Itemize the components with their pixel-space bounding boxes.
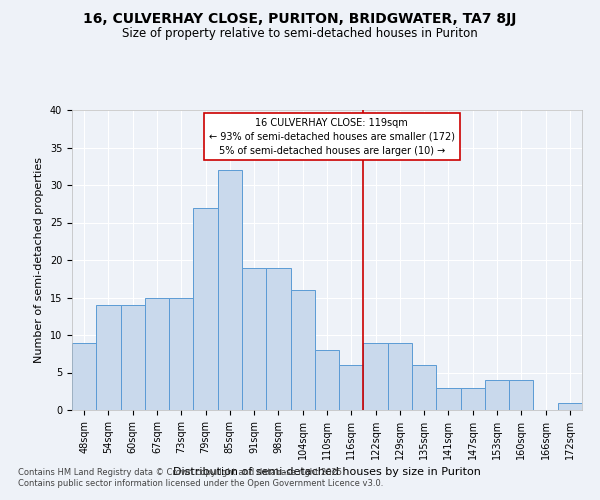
Bar	[169, 298, 193, 410]
Bar	[388, 342, 412, 410]
Bar	[218, 170, 242, 410]
Text: Size of property relative to semi-detached houses in Puriton: Size of property relative to semi-detach…	[122, 28, 478, 40]
Y-axis label: Number of semi-detached properties: Number of semi-detached properties	[34, 157, 44, 363]
Bar	[96, 305, 121, 410]
Bar	[412, 365, 436, 410]
Bar	[193, 208, 218, 410]
Bar	[558, 402, 582, 410]
Bar	[242, 268, 266, 410]
Bar	[121, 305, 145, 410]
Bar	[364, 342, 388, 410]
Bar	[461, 388, 485, 410]
Bar	[315, 350, 339, 410]
X-axis label: Distribution of semi-detached houses by size in Puriton: Distribution of semi-detached houses by …	[173, 468, 481, 477]
Bar	[485, 380, 509, 410]
Text: Contains HM Land Registry data © Crown copyright and database right 2025.
Contai: Contains HM Land Registry data © Crown c…	[18, 468, 383, 487]
Bar	[145, 298, 169, 410]
Bar	[509, 380, 533, 410]
Bar	[266, 268, 290, 410]
Text: 16, CULVERHAY CLOSE, PURITON, BRIDGWATER, TA7 8JJ: 16, CULVERHAY CLOSE, PURITON, BRIDGWATER…	[83, 12, 517, 26]
Bar	[339, 365, 364, 410]
Bar	[72, 342, 96, 410]
Bar	[290, 290, 315, 410]
Bar	[436, 388, 461, 410]
Text: 16 CULVERHAY CLOSE: 119sqm
← 93% of semi-detached houses are smaller (172)
5% of: 16 CULVERHAY CLOSE: 119sqm ← 93% of semi…	[209, 118, 455, 156]
